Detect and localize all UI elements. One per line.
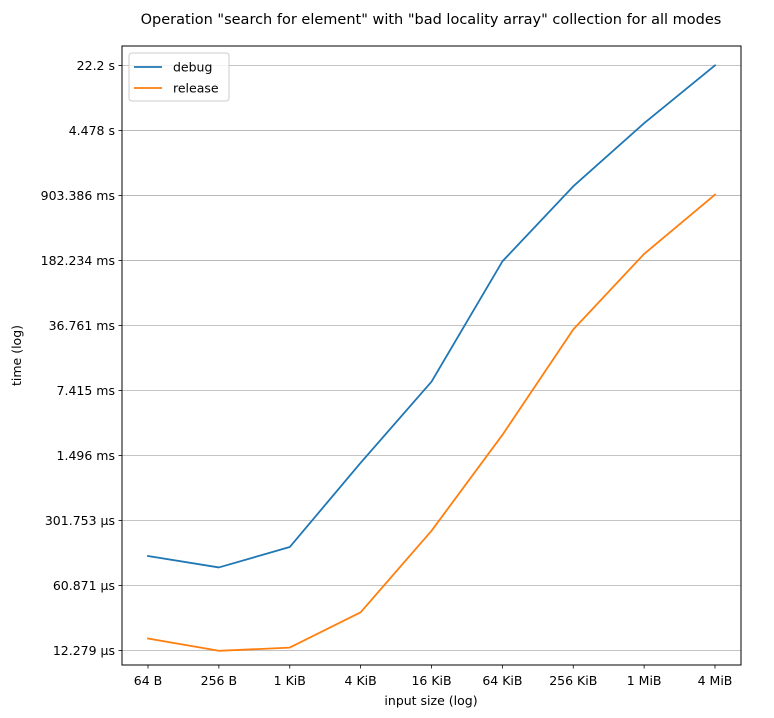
legend: debug release xyxy=(128,52,230,102)
y-tick-label: 7.415 ms xyxy=(57,383,115,398)
x-tick-label: 256 KiB xyxy=(549,673,597,688)
series-line-debug xyxy=(146,64,717,569)
x-tick-label: 256 B xyxy=(201,673,237,688)
plot-frame xyxy=(121,45,742,666)
y-tick-label: 182.234 ms xyxy=(41,253,115,268)
x-axis-label: input size (log) xyxy=(384,693,477,708)
x-tick-label: 1 MiB xyxy=(627,673,662,688)
y-tick-label: 903.386 ms xyxy=(41,188,115,203)
x-tick-label: 4 MiB xyxy=(698,673,733,688)
y-tick-label: 4.478 s xyxy=(69,123,115,138)
x-tick-label: 16 KiB xyxy=(411,673,451,688)
legend-box xyxy=(128,52,230,102)
y-tick-label: 60.871 µs xyxy=(53,578,115,593)
y-axis-ticks: 12.279 µs 60.871 µs 301.753 µs 1.496 ms 7.41… xyxy=(41,58,122,658)
y-tick-label: 301.753 µs xyxy=(45,513,115,528)
x-axis-ticks: 64 B 256 B 1 KiB 4 KiB 16 KiB 64 KiB 256 KiB 1 … xyxy=(134,665,733,688)
y-axis-label: time (log) xyxy=(9,325,24,386)
legend-label-debug: debug xyxy=(173,60,212,75)
legend-label-release: release xyxy=(173,81,219,96)
series-lines xyxy=(146,64,717,652)
x-tick-label: 1 KiB xyxy=(274,673,306,688)
x-tick-label: 64 KiB xyxy=(482,673,522,688)
series-line-release xyxy=(146,193,717,652)
x-tick-label: 64 B xyxy=(134,673,162,688)
x-tick-label: 4 KiB xyxy=(345,673,377,688)
grid-lines xyxy=(122,65,741,651)
chart-title: Operation "search for element" with "bad… xyxy=(141,12,722,28)
y-tick-label: 36.761 ms xyxy=(49,318,115,333)
y-tick-label: 12.279 µs xyxy=(53,643,115,658)
y-tick-label: 22.2 s xyxy=(77,58,115,73)
y-tick-label: 1.496 ms xyxy=(57,448,115,463)
